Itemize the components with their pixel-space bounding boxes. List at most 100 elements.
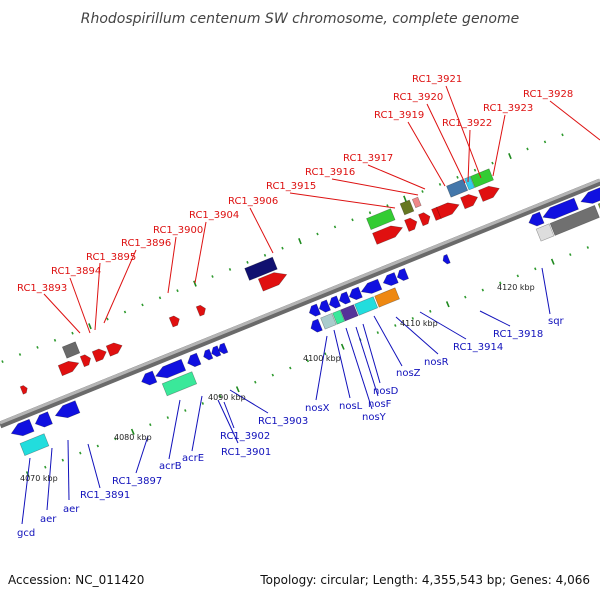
reverse-gene-leader-line — [355, 326, 379, 397]
gene-label-acre[interactable]: acrE — [182, 453, 204, 464]
forward-gene-feature — [257, 272, 288, 292]
tick-dot — [481, 288, 484, 292]
gene-label-rc1-3914[interactable]: RC1_3914 — [453, 342, 503, 353]
forward-gene-feature — [195, 304, 206, 317]
tick-dot — [298, 238, 302, 245]
reverse-gene-feature — [203, 348, 214, 361]
tick-dot — [569, 253, 572, 256]
forward-gene-feature — [436, 202, 460, 219]
gene-label-nosz[interactable]: nosZ — [396, 368, 421, 379]
tick-dot — [438, 183, 442, 186]
gene-label-nosr[interactable]: nosR — [424, 357, 449, 368]
gene-label-rc1-3928[interactable]: RC1_3928 — [523, 89, 573, 100]
reverse-gene-feature — [535, 223, 555, 242]
tick-dot — [411, 317, 414, 320]
tick-dot — [456, 175, 459, 179]
gene-label-rc1-3896[interactable]: RC1_3896 — [121, 238, 171, 249]
gene-label-acrb[interactable]: acrB — [159, 461, 182, 472]
gene-label-rc1-3903[interactable]: RC1_3903 — [258, 416, 308, 427]
gene-label-rc1-3893[interactable]: RC1_3893 — [17, 283, 67, 294]
reverse-gene-leader-line — [87, 443, 101, 489]
gene-label-gcd[interactable]: gcd — [17, 528, 35, 539]
reverse-gene-feature — [310, 318, 323, 333]
tick-dot — [36, 346, 39, 349]
gene-label-rc1-3900[interactable]: RC1_3900 — [153, 225, 203, 236]
tick-dot — [71, 331, 74, 335]
tick-dot — [184, 409, 187, 412]
reverse-gene-feature — [348, 286, 363, 301]
tick-dot — [561, 133, 564, 137]
gene-label-rc1-3917[interactable]: RC1_3917 — [343, 153, 393, 164]
tick-dot — [550, 258, 555, 265]
tick-dot — [508, 153, 512, 160]
reverse-gene-feature — [528, 211, 545, 227]
tick-dot — [376, 331, 379, 334]
gene-label-rc1-3894[interactable]: RC1_3894 — [51, 266, 101, 277]
reverse-gene-leader-line — [229, 389, 269, 414]
tick-dot — [88, 323, 92, 330]
reverse-gene-feature — [320, 313, 337, 330]
gene-label-nosy[interactable]: nosY — [362, 412, 387, 423]
tick-dot — [263, 253, 267, 257]
reverse-gene-feature — [338, 291, 351, 305]
reverse-gene-leader-line — [541, 267, 551, 315]
tick-dot — [96, 444, 99, 448]
gene-label-rc1-3904[interactable]: RC1_3904 — [189, 210, 239, 221]
genome-backbone-shadow — [0, 178, 600, 429]
gene-label-rc1-3895[interactable]: RC1_3895 — [86, 252, 136, 263]
tick-dot — [543, 140, 547, 144]
gene-label-rc1-3921[interactable]: RC1_3921 — [412, 74, 462, 85]
gene-label-nosl[interactable]: nosL — [339, 401, 363, 412]
tick-dot — [473, 168, 477, 172]
gene-label-rc1-3891[interactable]: RC1_3891 — [80, 490, 130, 501]
gene-label-nosf[interactable]: nosF — [368, 399, 392, 410]
gene-label-rc1-3920[interactable]: RC1_3920 — [393, 92, 443, 103]
reverse-gene-leader-line — [223, 401, 235, 429]
gene-label-aer-2[interactable]: aer — [63, 504, 80, 515]
reverse-gene-leader-line — [345, 327, 373, 410]
gene-label-nosx[interactable]: nosX — [305, 403, 330, 414]
forward-gene-leader-line — [69, 277, 91, 334]
forward-gene-leader-line — [445, 85, 482, 179]
tick-dot — [403, 195, 407, 202]
tick-dot — [499, 281, 502, 285]
gene-label-rc1-3919[interactable]: RC1_3919 — [374, 110, 424, 121]
tick-dot — [114, 437, 117, 441]
gene-label-sqr[interactable]: sqr — [548, 316, 565, 327]
reverse-gene-feature — [549, 205, 600, 236]
tick-dot — [176, 289, 179, 293]
gene-label-rc1-3902[interactable]: RC1_3902 — [220, 431, 270, 442]
forward-gene-leader-line — [194, 221, 207, 284]
gene-label-rc1-3915[interactable]: RC1_3915 — [266, 181, 316, 192]
gene-label-rc1-3897[interactable]: RC1_3897 — [112, 476, 162, 487]
forward-gene-feature — [57, 360, 80, 377]
gene-label-nosd[interactable]: nosD — [373, 386, 399, 397]
genome-backbone — [0, 178, 600, 425]
gene-label-rc1-3918[interactable]: RC1_3918 — [493, 329, 543, 340]
scale-label-4120: 4120 kbp — [497, 283, 535, 292]
forward-gene-leader-line — [367, 164, 426, 190]
gene-label-rc1-3901[interactable]: RC1_3901 — [221, 447, 271, 458]
tick-dot — [123, 310, 127, 314]
tick-dot — [306, 359, 309, 363]
forward-gene-feature — [61, 341, 81, 359]
gene-label-rc1-3906[interactable]: RC1_3906 — [228, 196, 278, 207]
accession-label: Accession: NC_011420 — [8, 573, 145, 587]
gene-label-rc1-3923[interactable]: RC1_3923 — [483, 103, 533, 114]
forward-gene-feature — [79, 354, 91, 368]
reverse-gene-feature — [308, 303, 321, 317]
tick-dot — [340, 343, 345, 350]
gene-label-rc1-3916[interactable]: RC1_3916 — [305, 167, 355, 178]
reverse-gene-feature — [354, 296, 379, 316]
tick-dot — [246, 260, 249, 264]
forward-gene-feature — [470, 168, 494, 188]
reverse-gene-leader-line — [373, 315, 403, 367]
reverse-gene-feature — [10, 418, 35, 437]
tick-dot — [61, 458, 64, 462]
gene-label-aer-1[interactable]: aer — [40, 514, 57, 525]
forward-gene-feature — [168, 315, 180, 328]
gene-label-rc1-3922[interactable]: RC1_3922 — [442, 118, 492, 129]
tick-dot — [18, 353, 22, 356]
reverse-gene-leader-line — [191, 395, 203, 452]
